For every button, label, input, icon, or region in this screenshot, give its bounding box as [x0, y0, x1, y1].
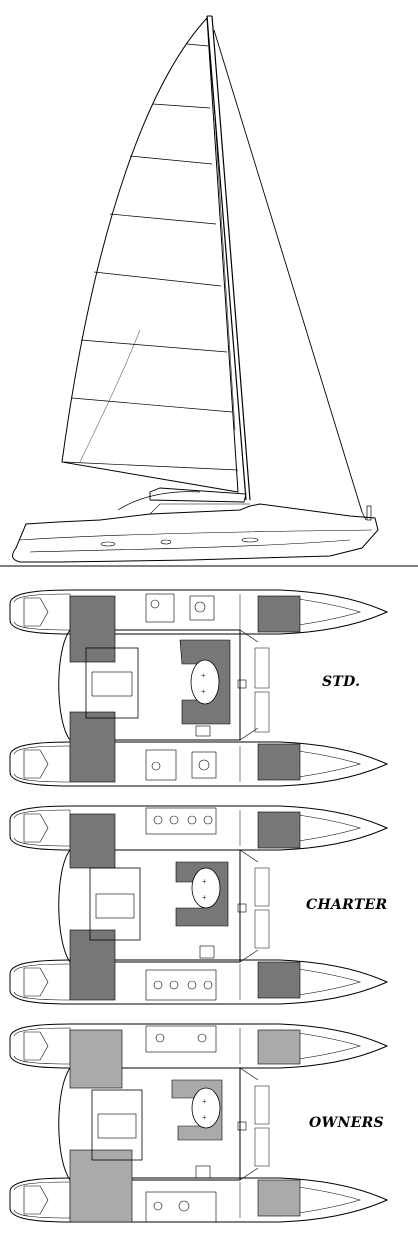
plan-owners: + + — [9, 1023, 388, 1223]
plan-charter: + + — [9, 805, 388, 1005]
layout-label-std: STD. — [322, 674, 361, 690]
svg-text:+: + — [202, 1097, 207, 1106]
hull-profile — [12, 503, 379, 563]
layout-label-charter: CHARTER — [306, 897, 388, 913]
boom — [117, 487, 247, 511]
mast — [206, 15, 251, 501]
svg-text:+: + — [202, 877, 207, 886]
layout-label-owners: OWNERS — [309, 1115, 384, 1131]
svg-text:+: + — [202, 1113, 207, 1122]
svg-text:+: + — [202, 893, 207, 902]
svg-text:+: + — [201, 671, 206, 680]
forestay — [213, 29, 363, 513]
side-elevation — [0, 15, 418, 567]
plan-std: + + — [9, 589, 388, 787]
mainsail — [61, 16, 239, 493]
svg-text:+: + — [201, 687, 206, 696]
